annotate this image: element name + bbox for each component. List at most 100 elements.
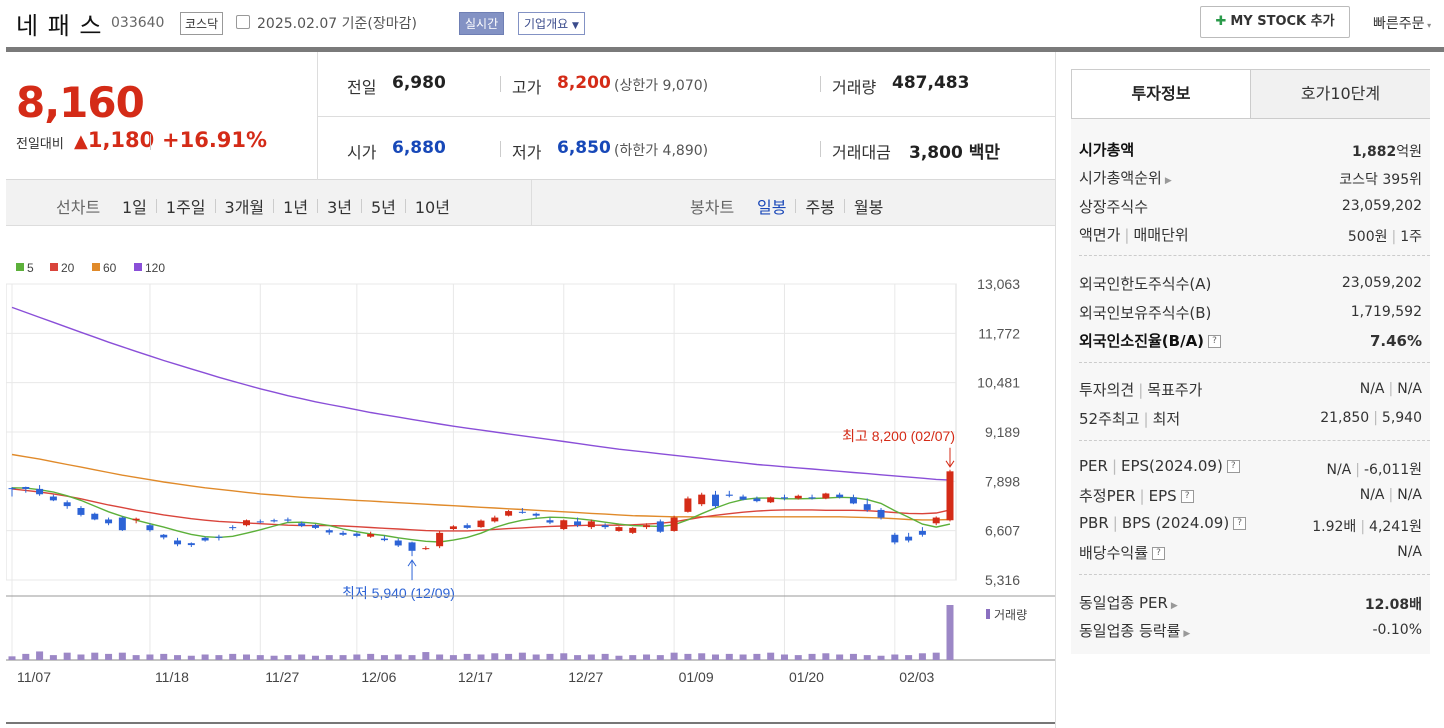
line-period-button-1[interactable]: 1주일	[165, 198, 206, 217]
market-badge: 코스닥	[180, 12, 224, 35]
candle-body	[808, 497, 816, 499]
separator: |	[1112, 514, 1118, 532]
quick-order-button[interactable]: 빠른주문 ▾	[1373, 13, 1431, 33]
info-row-sector-change[interactable]: 동일업종 등락률 ▶ -0.10%	[1079, 616, 1422, 644]
line-period-button-6[interactable]: 10년	[414, 198, 450, 217]
eps-text: EPS(2024.09)	[1121, 457, 1223, 475]
quick-order-label: 빠른주문	[1373, 16, 1425, 32]
low-value: 6,850	[557, 138, 611, 158]
help-icon[interactable]: ?	[1226, 460, 1240, 473]
min-annotation: 최저 5,940 (12/09)	[342, 585, 455, 601]
candle-body	[160, 534, 168, 538]
stock-chart[interactable]: 13,063 11,772 10,481 9,189 7,898 6,607 5,316 11…	[6, 240, 1055, 716]
tab-investment-info[interactable]: 투자정보	[1072, 70, 1251, 118]
candle-body	[118, 517, 126, 531]
volume-bar	[201, 654, 209, 660]
help-icon[interactable]: ?	[1208, 335, 1222, 348]
realtime-button[interactable]: 실시간	[459, 12, 505, 35]
info-row-par-value: 액면가 | 매매단위 500원 | 1주	[1079, 220, 1422, 248]
volume-bar	[146, 654, 154, 660]
candle-body	[629, 527, 637, 533]
volume-bar	[63, 652, 71, 660]
separator: |	[1355, 462, 1360, 478]
volume-bar	[574, 655, 582, 660]
candle-period-button-1[interactable]: 주봉	[805, 198, 835, 217]
pbr-value: 1.92배	[1312, 519, 1357, 535]
volume-bar	[712, 654, 719, 660]
line-period-button-4[interactable]: 3년	[327, 198, 352, 217]
volume-bar	[780, 654, 788, 660]
line-period-button-5[interactable]: 5년	[370, 198, 396, 217]
candle-period-button-2[interactable]: 월봉	[853, 198, 884, 217]
volume-bar	[505, 653, 513, 660]
section-divider	[1079, 362, 1430, 363]
candle-body	[946, 471, 954, 521]
candle-body	[8, 488, 16, 490]
separator: |	[1139, 487, 1145, 505]
info-row-sector-per[interactable]: 동일업종 PER ▶ 12.08배	[1079, 588, 1422, 616]
volume-bar	[670, 652, 678, 660]
help-icon[interactable]: ?	[1152, 547, 1166, 560]
volume-bar	[808, 653, 816, 660]
candle-body	[877, 509, 885, 518]
separator: |	[1391, 229, 1397, 245]
volume-bar	[532, 654, 540, 660]
market-cap-label: 시가총액	[1079, 141, 1135, 159]
candle-body	[725, 494, 733, 496]
info-row-pbr: PBR | BPS (2024.09)? 1.92배 | 4,241원	[1079, 510, 1422, 538]
candle-body	[905, 536, 913, 541]
line-period-button-2[interactable]: 3개월	[224, 198, 265, 217]
chevron-right-icon: ▶	[1183, 629, 1191, 639]
opinion-text: 투자의견	[1079, 381, 1135, 399]
ma5-line	[11, 487, 951, 543]
candle-body	[560, 520, 568, 530]
separator: |	[1360, 519, 1366, 535]
line-period-button-3[interactable]: 1년	[283, 198, 309, 217]
52week-high-label: 52주최고	[1079, 410, 1140, 428]
candle-body	[215, 536, 223, 538]
separator	[155, 199, 157, 213]
foreign-limit-value: 23,059,202	[1341, 275, 1422, 291]
volume-bar	[698, 653, 706, 660]
candle-body	[311, 525, 319, 528]
info-row-per: PER | EPS(2024.09)? N/A | -6,011원	[1079, 453, 1422, 481]
volume-bar	[105, 653, 113, 660]
candle-body	[63, 502, 71, 507]
stock-code: 033640	[111, 15, 165, 31]
min-arrow-head	[407, 559, 417, 567]
separator: |	[1388, 487, 1394, 503]
candle-body	[698, 494, 706, 505]
per-text: PER	[1079, 457, 1108, 475]
target-price-value: N/A	[1397, 381, 1422, 397]
price-box	[6, 52, 318, 180]
volume-bar	[229, 653, 237, 660]
candle-period-button-0[interactable]: 일봉	[757, 198, 787, 217]
info-row-foreign-ratio: 외국인소진율(B/A)? 7.46%	[1079, 326, 1422, 354]
change-amount: 1,180	[87, 128, 155, 152]
calendar-icon	[236, 15, 250, 29]
volume-bar	[463, 653, 471, 660]
volume-bar	[215, 655, 223, 660]
line-period-button-0[interactable]: 1일	[122, 198, 147, 217]
company-info-dropdown[interactable]: 기업개요 ▼	[518, 12, 585, 35]
y-tick-label: 9,189	[985, 424, 1020, 440]
add-mystock-button[interactable]: ✚ MY STOCK 추가	[1200, 6, 1350, 38]
row-divider	[318, 116, 1056, 117]
change-label: 전일대비	[16, 137, 64, 152]
info-row-cap-rank[interactable]: 시가총액순위 ▶ 코스닥 395위	[1079, 163, 1422, 191]
est-per-label: 추정PER | EPS?	[1079, 485, 1194, 506]
volume-legend-swatch	[986, 609, 990, 619]
foreign-ratio-text: 외국인소진율(B/A)	[1079, 332, 1205, 350]
info-row-listed-shares: 상장주식수 23,059,202	[1079, 192, 1422, 220]
listed-shares-value: 23,059,202	[1341, 198, 1422, 214]
volume-bar	[256, 655, 264, 660]
tab-orderbook[interactable]: 호가10단계	[1251, 70, 1430, 118]
candle-body	[656, 521, 664, 532]
help-icon[interactable]: ?	[1233, 517, 1247, 530]
help-icon[interactable]: ?	[1180, 490, 1194, 503]
volume-bar	[684, 653, 692, 660]
candle-period-list: 일봉 주봉 월봉	[757, 194, 883, 218]
bps-text: BPS (2024.09)	[1121, 514, 1230, 532]
candle-body	[587, 521, 595, 528]
candle-body	[670, 517, 678, 531]
